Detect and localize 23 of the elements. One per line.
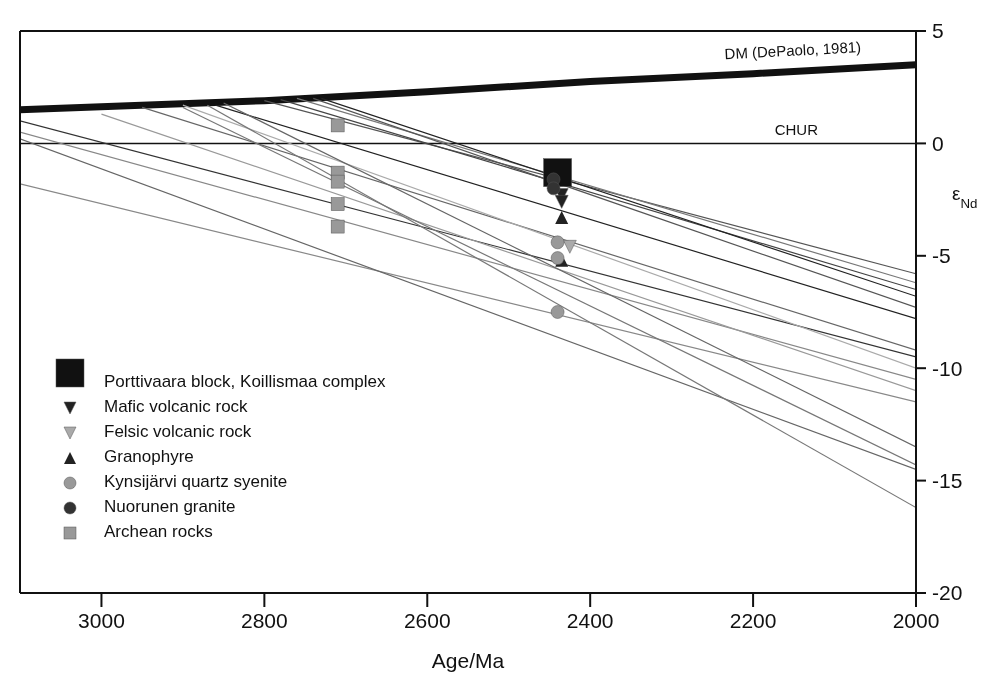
- x-tick-label: 2000: [892, 608, 940, 632]
- x-tick-label: 2400: [566, 608, 614, 632]
- y-tick-label: -15: [932, 469, 963, 493]
- legend-label: Archean rocks: [104, 521, 213, 543]
- x-tick-label: 2200: [729, 608, 777, 632]
- legend-label: Felsic volcanic rock: [104, 421, 252, 443]
- x-tick-label: 2600: [403, 608, 451, 632]
- legend-label: Nuorunen granite: [104, 496, 236, 518]
- y-tick-label: -20: [932, 581, 963, 605]
- legend-label: Mafic volcanic rock: [104, 396, 248, 418]
- y-tick-label: 0: [932, 131, 944, 155]
- legend-label: Porttivaara block, Koillismaa complex: [104, 371, 386, 393]
- x-tick-label: 2800: [241, 608, 288, 632]
- ref-line-label: CHUR: [774, 121, 819, 139]
- x-tick-label: 3000: [78, 608, 125, 632]
- y-tick-label: 5: [932, 19, 944, 43]
- legend-label: Kynsijärvi quartz syenite: [104, 471, 288, 493]
- y-tick-label: -5: [932, 244, 951, 268]
- y-tick-label: -10: [932, 356, 963, 380]
- y-axis-title: ε$_{Nd}$: [952, 182, 978, 211]
- legend-label: Granophyre: [104, 446, 194, 468]
- x-axis-title: Age/Ma: [431, 649, 505, 672]
- series-label: DM (DePaolo, 1981): [724, 38, 862, 63]
